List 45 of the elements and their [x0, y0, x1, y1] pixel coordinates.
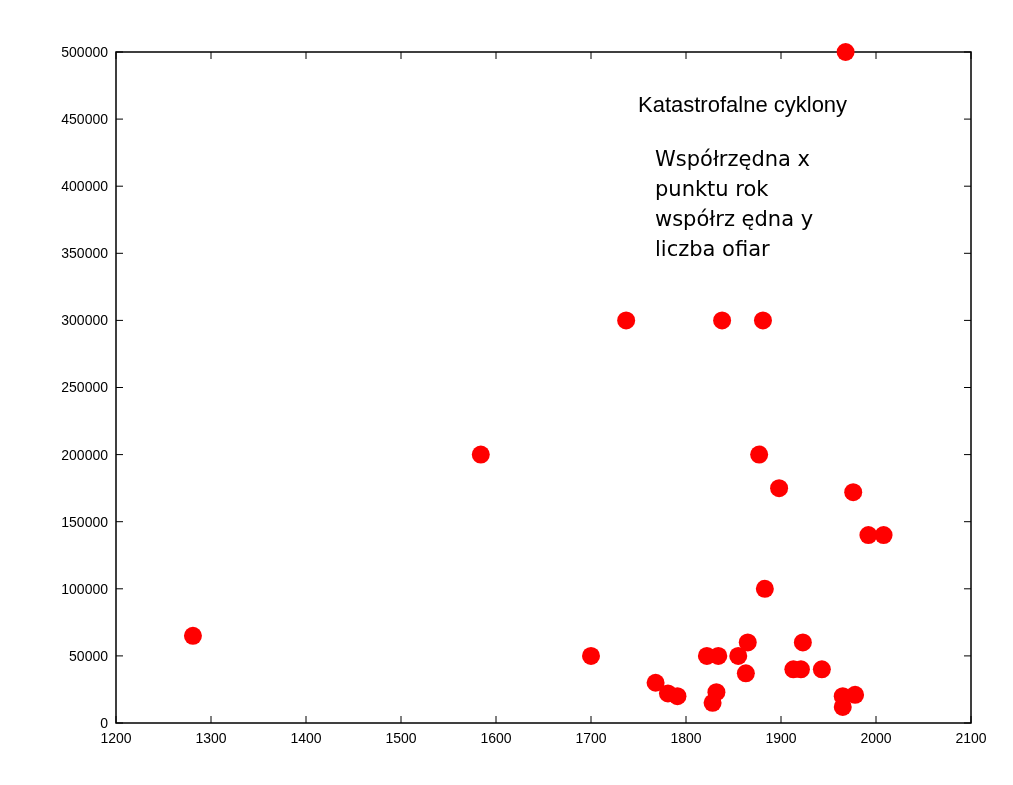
annotation: Współrzędna x punktu rok współrz ędna y liczba ofiar: [655, 147, 814, 261]
point: [646, 673, 665, 692]
x-tick-label: 1300: [195, 730, 227, 746]
text: Katastrofalne cyklony: [638, 92, 848, 117]
point: [713, 311, 732, 330]
x-tick-label: 1500: [385, 730, 417, 746]
point: [729, 646, 748, 665]
point: [183, 626, 202, 645]
y-tick-label: 150000: [61, 513, 109, 530]
y-tick-label: 400000: [61, 178, 109, 195]
point: [793, 633, 812, 652]
y-tick-label: 100000: [61, 580, 109, 597]
point: [750, 445, 769, 464]
x-tick-label: 2000: [860, 730, 892, 746]
y-tick-label: 300000: [61, 312, 109, 329]
point: [736, 664, 755, 683]
y-tick-label: 450000: [61, 111, 109, 127]
point: [836, 43, 855, 61]
x-tick-label: 1900: [765, 730, 797, 746]
point: [859, 526, 878, 545]
point: [844, 483, 863, 502]
point: [738, 633, 757, 652]
y-tick-label: 200000: [61, 446, 109, 463]
point: [582, 646, 600, 665]
y-tick-label: 500000: [61, 43, 109, 60]
point: [874, 526, 893, 545]
x-tick-label: 1400: [290, 730, 322, 746]
y-tick-label: 0: [100, 714, 109, 731]
point: [812, 660, 831, 679]
y-tick-label: 50000: [69, 647, 109, 664]
point: [707, 683, 726, 702]
point: [668, 687, 687, 706]
point: [846, 685, 865, 704]
point: [471, 445, 490, 464]
point: [770, 479, 789, 498]
point: [755, 579, 774, 598]
point: [753, 311, 772, 330]
x-tick-label: 1600: [480, 730, 512, 746]
x-tick-label: 1200: [100, 730, 132, 746]
x-tick-label: 2100: [955, 730, 987, 746]
y-tick-label: 250000: [61, 379, 109, 396]
x-tick-label: 1800: [670, 730, 702, 746]
point: [617, 311, 636, 330]
x-tick-label: 1700: [575, 730, 607, 746]
y-tick-label: 350000: [61, 245, 109, 262]
